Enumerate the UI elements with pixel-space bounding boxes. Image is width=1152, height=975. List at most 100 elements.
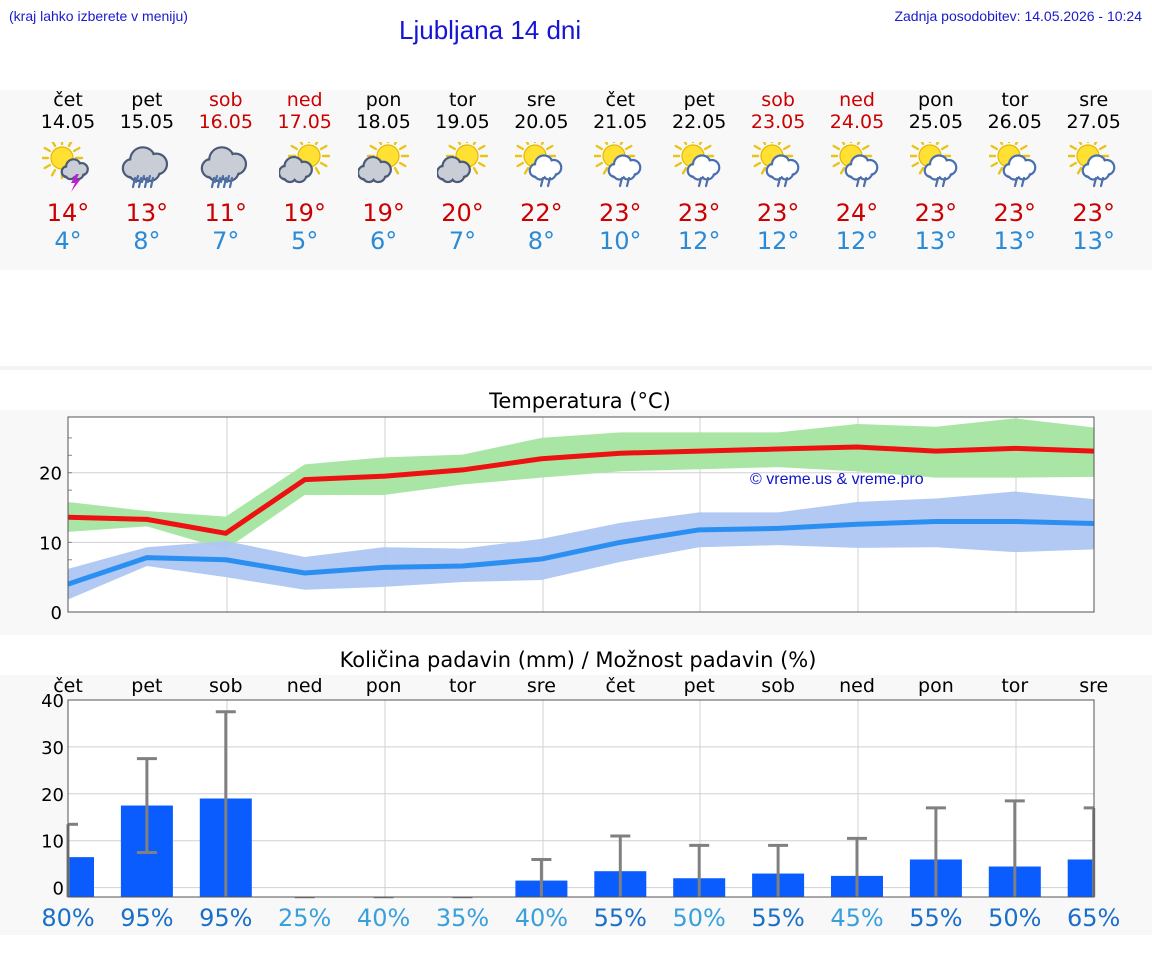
y-tick-label: 20 [41, 785, 64, 806]
sun-cloud-rain-icon [594, 142, 642, 188]
sun-cloud-rain-icon [673, 142, 721, 188]
day-date: 15.05 [119, 111, 175, 133]
day-date: 20.05 [514, 111, 569, 133]
max-temp: 11° [204, 199, 248, 227]
day-name: sob [209, 89, 243, 111]
day-date: 19.05 [435, 111, 490, 133]
precip-probability: 80% [41, 904, 94, 932]
min-temp: 8° [133, 227, 161, 255]
day-date: 18.05 [356, 111, 411, 133]
sun-cloud-icon [278, 142, 330, 184]
day-date: 17.05 [277, 111, 332, 133]
daily-forecast-strip: čet 14.05 14° 4° pet 15.05 13° 8° sob 16.05 11° 7° n… [0, 90, 1152, 270]
max-temp: 20° [441, 199, 484, 227]
precip-probability: 40% [357, 904, 410, 932]
precip-probability: 25% [278, 904, 331, 932]
day-date: 14.05 [40, 111, 96, 133]
sun-cloud-rain-icon [831, 142, 879, 188]
cloud-rain-heavy-icon [121, 146, 168, 189]
day-name: sob [761, 89, 795, 111]
precip-probability: 55% [909, 904, 962, 932]
precip-probability: 65% [1067, 904, 1120, 932]
max-temp: 23° [756, 199, 800, 227]
precip-probability: 95% [199, 904, 252, 932]
sun-cloud-rain-icon [752, 142, 800, 188]
day-name: čet [53, 89, 83, 111]
sun-cloud-rain-icon [1067, 142, 1116, 188]
day-name: tor [449, 89, 476, 111]
min-temp: 13° [1072, 227, 1115, 255]
min-temp: 7° [448, 227, 477, 255]
min-temp: 12° [756, 227, 800, 255]
y-tick-label: 0 [51, 603, 62, 624]
day-name: pet [683, 89, 715, 111]
min-temp: 12° [835, 227, 879, 255]
plot-frame [67, 699, 1095, 898]
x-category-label: pon [918, 675, 954, 697]
min-temp: 4° [54, 227, 82, 255]
day-name: tor [1001, 89, 1029, 111]
min-temp: 5° [291, 227, 319, 255]
y-tick-label: 10 [39, 533, 62, 554]
day-date: 23.05 [750, 111, 806, 133]
y-tick-label: 0 [53, 879, 64, 900]
day-name: ned [839, 89, 875, 111]
precip-probability: 35% [436, 904, 489, 932]
x-category-label: čet [53, 675, 83, 697]
min-temp: 7° [212, 227, 240, 255]
max-temp-line [67, 444, 1094, 536]
max-temp: 23° [914, 199, 958, 227]
x-category-label: pet [684, 675, 715, 697]
precipitation-chart: Količina padavin (mm) / Možnost padavin … [0, 648, 1152, 935]
day-name: sre [1079, 89, 1109, 111]
day-name: pon [918, 89, 954, 111]
day-date: 26.05 [987, 111, 1042, 133]
x-category-label: tor [449, 675, 476, 697]
precip-probability: 55% [751, 904, 804, 932]
max-temp: 24° [835, 199, 879, 227]
day-name: pon [365, 89, 402, 111]
sun-cloud-icon [357, 142, 409, 184]
max-temp: 13° [125, 199, 169, 227]
temperature-chart: Temperatura (°C) 0 10 20 © vreme.us & vreme.… [0, 389, 1152, 635]
day-date: 27.05 [1066, 111, 1121, 133]
max-temp: 19° [283, 199, 326, 227]
max-temp: 19° [362, 199, 405, 227]
x-category-label: sob [209, 675, 243, 697]
precip-bar [1067, 859, 1094, 897]
watermark: © vreme.us & vreme.pro [750, 471, 924, 488]
precip-probability: 40% [515, 904, 568, 932]
cloud-rain-heavy-icon [200, 146, 247, 189]
sun-cloud-icon [436, 142, 488, 184]
x-category-label: sre [1079, 675, 1108, 697]
x-category-label: čet [606, 675, 636, 697]
day-name: pet [131, 89, 163, 111]
precip-bar [68, 857, 94, 897]
last-update: Zadnja posodobitev: 14.05.2026 - 10:24 [894, 8, 1142, 24]
max-temp: 23° [993, 199, 1037, 227]
x-category-label: tor [1001, 675, 1028, 697]
max-temp: 22° [520, 199, 563, 227]
sun-cloud-rain-icon [909, 142, 958, 188]
location-note: (kraj lahko izberete v meniju) [9, 8, 188, 24]
y-tick-label: 10 [41, 832, 64, 853]
day-name: ned [286, 89, 323, 111]
max-temp: 23° [677, 199, 721, 227]
plot-frame [67, 416, 1095, 613]
min-temp: 10° [599, 227, 642, 255]
min-temp-line [67, 518, 1094, 587]
day-date: 16.05 [198, 111, 253, 133]
x-category-label: ned [287, 675, 323, 697]
sun-cloud-thunder-icon [42, 142, 89, 192]
precip-probability: 50% [988, 904, 1041, 932]
x-category-label: pet [131, 675, 162, 697]
day-date: 25.05 [908, 111, 964, 133]
divider [0, 366, 1152, 370]
min-temp: 6° [369, 227, 398, 255]
page-title: Ljubljana 14 dni [399, 15, 582, 45]
min-temp: 8° [527, 227, 556, 255]
chart-title: Količina padavin (mm) / Možnost padavin … [340, 648, 817, 672]
x-category-label: pon [366, 675, 402, 697]
max-temp: 14° [46, 199, 90, 227]
sun-cloud-rain-icon [515, 142, 563, 188]
